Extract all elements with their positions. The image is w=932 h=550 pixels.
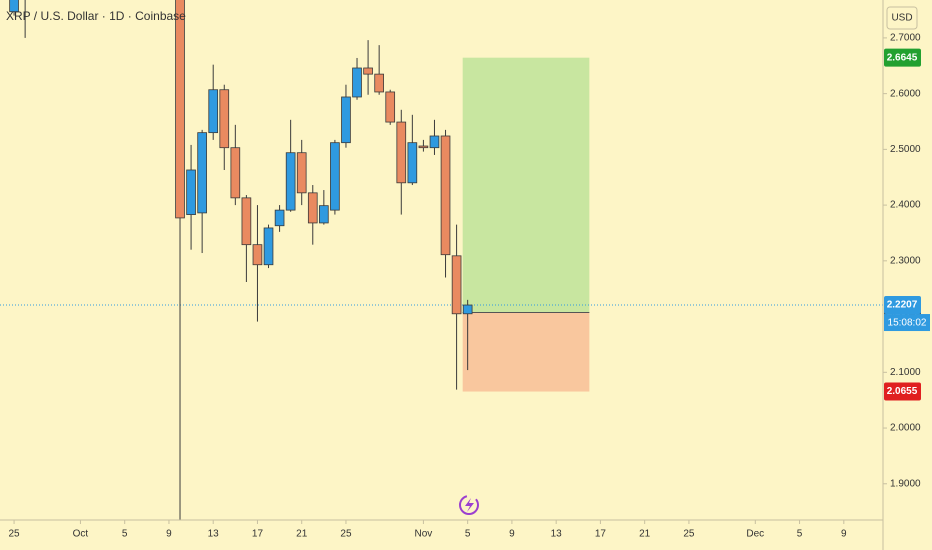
candle-body	[319, 205, 329, 224]
x-tick-label: Nov	[415, 529, 433, 540]
candle-body	[175, 0, 185, 219]
candle-body	[330, 142, 340, 211]
x-tick-label: 25	[9, 529, 21, 540]
candle-body	[341, 96, 351, 144]
y-tick-label: 1.9000	[890, 478, 921, 489]
x-tick-label: 5	[122, 529, 128, 540]
countdown: 15:08:02	[888, 318, 927, 329]
x-tick-label: 9	[509, 529, 515, 540]
price-label: 2.2207	[887, 300, 918, 311]
x-tick-label: 21	[639, 529, 651, 540]
candle-body	[9, 0, 19, 13]
candle-body	[462, 304, 473, 315]
candle-body	[197, 132, 207, 214]
target-zone	[462, 57, 590, 313]
candle-body	[418, 145, 429, 149]
candle-body	[451, 255, 462, 315]
candle-body	[440, 135, 451, 256]
x-tick-label: 13	[208, 529, 220, 540]
currency-box[interactable]	[886, 6, 918, 30]
candle-body	[307, 192, 318, 224]
y-tick-label: 2.1000	[890, 367, 921, 378]
x-tick-label: 25	[340, 529, 352, 540]
candle-body	[429, 135, 440, 149]
candle-body	[396, 121, 407, 184]
candle-body	[274, 209, 285, 227]
x-tick-label: 25	[683, 529, 695, 540]
x-tick-label: 9	[841, 529, 847, 540]
candle-body	[263, 227, 274, 266]
price-label: 2.0655	[887, 386, 918, 397]
x-tick-label: 21	[296, 529, 308, 540]
currency: USD	[891, 13, 912, 24]
candle-body	[352, 67, 362, 98]
chart-title: XRP / U.S. Dollar · 1D · Coinbase	[6, 9, 186, 23]
candle-body	[230, 147, 241, 199]
event-icon[interactable]	[459, 495, 479, 515]
y-tick-label: 2.4000	[890, 200, 921, 211]
candle-body	[363, 67, 373, 75]
candle-body	[241, 197, 252, 246]
price-label-box	[884, 296, 921, 315]
price-label: 2.6645	[887, 52, 918, 63]
stop-zone	[462, 312, 590, 392]
x-tick-label: Oct	[73, 529, 89, 540]
y-tick-label: 2.7000	[890, 33, 921, 44]
x-tick-label: 5	[797, 529, 803, 540]
x-tick-label: 17	[595, 529, 607, 540]
candle-body	[186, 169, 196, 215]
plot-area	[0, 0, 883, 520]
candle-body	[285, 152, 296, 211]
y-tick-label: 2.5000	[890, 144, 921, 155]
candle-body	[385, 91, 396, 123]
x-tick-label: 5	[465, 529, 471, 540]
candle-body	[208, 89, 219, 134]
candle-body	[407, 142, 418, 184]
x-tick-label: 9	[166, 529, 172, 540]
countdown-box	[884, 314, 930, 332]
price-label-box	[884, 48, 921, 67]
y-tick-label: 2.0000	[890, 423, 921, 434]
y-tick-label: 2.3000	[890, 255, 921, 266]
x-tick-label: 13	[551, 529, 563, 540]
x-tick-label: Dec	[746, 529, 764, 540]
candle-body	[219, 89, 230, 149]
candle-body	[296, 152, 307, 194]
price-label-box	[884, 382, 921, 401]
candle-body	[252, 244, 263, 266]
y-tick-label: 2.6000	[890, 88, 921, 99]
candle-body	[374, 73, 384, 93]
x-tick-label: 17	[252, 529, 264, 540]
